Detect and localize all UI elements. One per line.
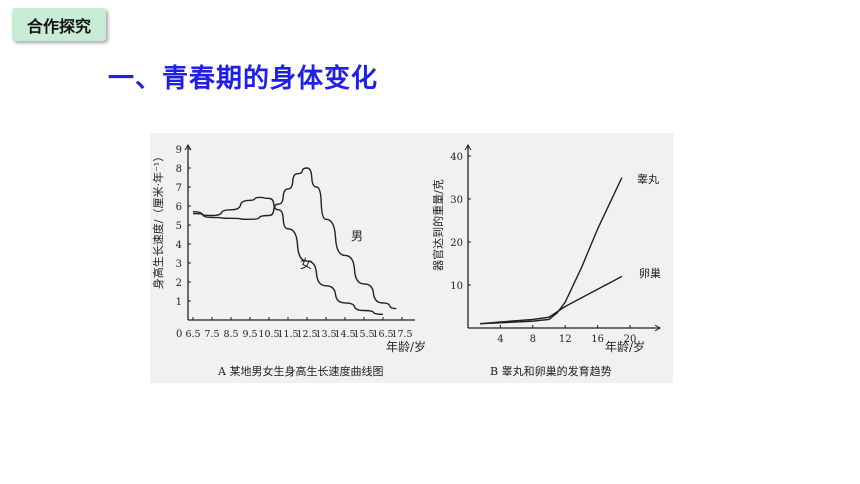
chart-a-series-label-female: 女 bbox=[300, 256, 312, 271]
chart-a-x-tick-label: 14.5 bbox=[334, 329, 355, 340]
chart-a-y-tick-label: 1 bbox=[176, 297, 182, 308]
chart-a-series-line bbox=[192, 196, 384, 315]
chart-a-y-tick-label: 2 bbox=[176, 278, 182, 289]
chart-a-y-tick-label: 8 bbox=[176, 164, 182, 175]
chart-a-x-tick-label: 10.5 bbox=[258, 329, 279, 340]
chart-a-caption: A 某地男女生身高生长速度曲线图 bbox=[217, 364, 383, 378]
chart-a-x-tick-label: 11.5 bbox=[277, 329, 298, 340]
figure-panel: 身高生长速度/（厘米·年⁻¹） 年龄/岁 A 某地男女生身高生长速度曲线图 器官… bbox=[150, 133, 673, 383]
chart-a-series-line bbox=[192, 167, 397, 310]
chart-b-x-tick-label: 8 bbox=[530, 334, 536, 345]
chart-b-series-line bbox=[480, 275, 623, 325]
chart-b-series-label-ovary: 卵巢 bbox=[639, 267, 661, 280]
chart-a-x-tick-label: 6.5 bbox=[185, 329, 200, 340]
chart-a-y-tick-label: 3 bbox=[176, 259, 182, 270]
chart-b-series-label-testis: 睾丸 bbox=[637, 172, 659, 186]
chart-b-series-line bbox=[480, 177, 623, 325]
chart-b-caption: B 睾丸和卵巢的发育趋势 bbox=[490, 364, 612, 378]
charts-svg: 身高生长速度/（厘米·年⁻¹） 年龄/岁 A 某地男女生身高生长速度曲线图 器官… bbox=[151, 144, 661, 378]
chart-a-x-tick-label: 12.5 bbox=[296, 329, 317, 340]
chart-b-x-tick-label: 16 bbox=[591, 334, 604, 345]
chart-b-xlabel: 年龄/岁 bbox=[605, 339, 645, 354]
chart-b-x-tick-label: 4 bbox=[497, 334, 503, 345]
chart-a-y-tick-label: 5 bbox=[176, 221, 182, 232]
section-badge: 合作探究 bbox=[12, 8, 106, 41]
chart-b-x-arrow bbox=[654, 324, 661, 332]
chart-a-x-tick-label: 9.5 bbox=[242, 329, 257, 340]
chart-b-x-tick-label: 20 bbox=[624, 334, 637, 345]
chart-a-x-tick-label: 7.5 bbox=[204, 329, 219, 340]
chart-a-x-tick-label: 15.5 bbox=[353, 329, 374, 340]
chart-a-y-arrow bbox=[184, 144, 192, 151]
chart-a-x-tick-label: 16.5 bbox=[372, 329, 393, 340]
chart-b-y-tick-label: 30 bbox=[450, 195, 463, 206]
chart-a-x-tick-label: 17.5 bbox=[391, 329, 412, 340]
chart-b-x-tick-label: 12 bbox=[559, 334, 572, 345]
chart-a-y-tick-label: 9 bbox=[176, 145, 182, 156]
chart-b-y-tick-label: 20 bbox=[450, 238, 463, 249]
chart-a-x-tick-label: 13.5 bbox=[315, 329, 336, 340]
chart-b-y-arrow bbox=[464, 144, 472, 151]
chart-a-y-tick-label: 6 bbox=[176, 202, 182, 213]
chart-a-x-tick-label: 8.5 bbox=[223, 329, 238, 340]
chart-a-y-tick-label: 4 bbox=[176, 240, 182, 251]
page-title: 一、青春期的身体变化 bbox=[108, 64, 379, 94]
chart-a-x-tick-label: 0 bbox=[176, 329, 182, 340]
chart-a-series-label-male: 男 bbox=[351, 229, 363, 243]
chart-a-ylabel: 身高生长速度/（厘米·年⁻¹） bbox=[151, 151, 165, 289]
chart-a-xlabel: 年龄/岁 bbox=[386, 339, 426, 354]
section-badge-label: 合作探究 bbox=[26, 16, 91, 36]
chart-b-y-tick-label: 10 bbox=[450, 281, 463, 292]
chart-a-y-tick-label: 7 bbox=[176, 183, 182, 194]
chart-b-ylabel: 器官达到的重量/克 bbox=[431, 179, 445, 271]
chart-b-y-tick-label: 40 bbox=[450, 152, 463, 163]
